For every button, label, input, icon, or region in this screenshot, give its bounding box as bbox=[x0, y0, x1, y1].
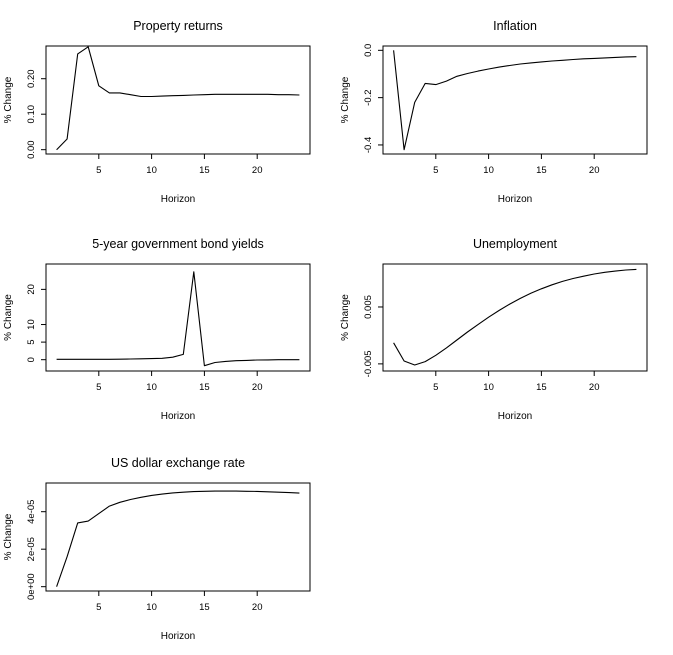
chart-title: Property returns bbox=[133, 19, 223, 33]
x-tick-label: 10 bbox=[483, 165, 494, 176]
y-tick-label: 20 bbox=[26, 284, 37, 295]
x-tick-label: 10 bbox=[146, 602, 157, 613]
x-tick-label: 10 bbox=[483, 382, 494, 393]
y-tick-label: 10 bbox=[26, 319, 37, 330]
x-tick-label: 10 bbox=[146, 382, 157, 393]
series-line bbox=[393, 50, 637, 151]
x-tick-label: 15 bbox=[536, 382, 547, 393]
x-tick-label: 20 bbox=[252, 382, 263, 393]
y-tick-label: 0 bbox=[26, 357, 37, 362]
plot-frame bbox=[45, 45, 311, 155]
y-axis-label: % Change bbox=[3, 294, 14, 341]
y-tick-label: 0.0 bbox=[363, 44, 374, 57]
y-tick-label: 0.005 bbox=[363, 295, 374, 319]
x-tick-label: 5 bbox=[96, 382, 101, 393]
y-tick-label: 0.20 bbox=[26, 69, 37, 88]
plot-frame bbox=[45, 263, 311, 372]
x-tick-label: 15 bbox=[199, 165, 210, 176]
y-tick-label: 0.00 bbox=[26, 140, 37, 159]
plot-frame bbox=[382, 45, 648, 155]
x-tick-label: 20 bbox=[252, 165, 263, 176]
x-tick-label: 5 bbox=[96, 602, 101, 613]
panel-1: Inflation Horizon % Change 5 10 15 20 -0.4 -0.2 0… bbox=[340, 19, 648, 205]
panel-2: 5-year government bond yields Horizon % Ch… bbox=[3, 237, 311, 422]
y-axis-label: % Change bbox=[340, 76, 351, 123]
chart-title: Unemployment bbox=[473, 237, 558, 251]
x-axis-label: Horizon bbox=[498, 194, 532, 205]
panel-0: Property returns Horizon % Change 5 10 15 20 0.… bbox=[3, 19, 311, 205]
y-tick-label: -0.4 bbox=[363, 137, 374, 153]
y-axis-label: % Change bbox=[3, 513, 14, 560]
x-tick-label: 5 bbox=[433, 382, 438, 393]
x-tick-label: 15 bbox=[536, 165, 547, 176]
y-tick-label: -0.005 bbox=[363, 350, 374, 377]
series-line bbox=[393, 268, 637, 366]
chart-title: Inflation bbox=[493, 19, 537, 33]
plot-frame bbox=[382, 263, 648, 372]
series-line bbox=[56, 46, 300, 151]
x-axis-label: Horizon bbox=[161, 194, 195, 205]
panel-3: Unemployment Horizon % Change 5 10 15 20 -0.005… bbox=[340, 237, 648, 422]
x-axis-label: Horizon bbox=[161, 631, 195, 642]
x-axis-label: Horizon bbox=[161, 411, 195, 422]
x-tick-label: 20 bbox=[589, 165, 600, 176]
series-line bbox=[56, 271, 300, 367]
y-tick-label: 0e+00 bbox=[26, 573, 37, 600]
x-tick-label: 20 bbox=[589, 382, 600, 393]
x-tick-label: 15 bbox=[199, 382, 210, 393]
x-axis-label: Horizon bbox=[498, 411, 532, 422]
chart-title: US dollar exchange rate bbox=[111, 456, 245, 470]
y-tick-label: 5 bbox=[26, 339, 37, 344]
y-tick-label: 0.10 bbox=[26, 105, 37, 124]
y-tick-label: 4e-05 bbox=[26, 500, 37, 524]
series-line bbox=[56, 490, 300, 587]
x-tick-label: 15 bbox=[199, 602, 210, 613]
x-tick-label: 10 bbox=[146, 165, 157, 176]
y-axis-label: % Change bbox=[340, 294, 351, 341]
y-axis-label: % Change bbox=[3, 76, 14, 123]
x-tick-label: 5 bbox=[433, 165, 438, 176]
plot-frame bbox=[45, 482, 311, 592]
x-tick-label: 5 bbox=[96, 165, 101, 176]
panel-4: US dollar exchange rate Horizon % Change 5 1… bbox=[3, 456, 311, 642]
x-tick-label: 20 bbox=[252, 602, 263, 613]
y-tick-label: -0.2 bbox=[363, 89, 374, 105]
y-tick-label: 2e-05 bbox=[26, 537, 37, 561]
chart-title: 5-year government bond yields bbox=[92, 237, 264, 251]
